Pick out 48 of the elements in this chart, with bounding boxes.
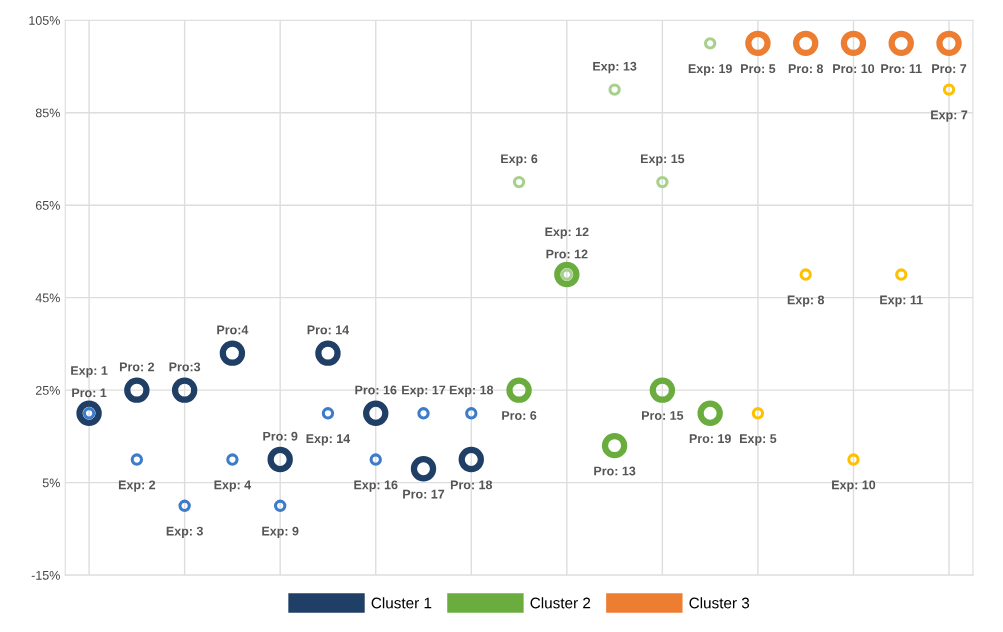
- y-tick-label: 25%: [35, 385, 60, 395]
- y-tick-label: 45%: [35, 293, 60, 303]
- annotation: Exp: 17: [402, 385, 446, 397]
- annotation: Exp: 14: [306, 434, 351, 446]
- y-tick-label: 85%: [35, 108, 60, 118]
- annotation: Exp: 7: [931, 110, 968, 122]
- annotation: Pro: 1: [72, 388, 107, 398]
- annotation: Pro: 9: [263, 431, 298, 441]
- annotation: Pro: 2: [119, 362, 155, 372]
- annotation: Pro: 15: [642, 411, 684, 420]
- annotation: Exp: 19: [688, 64, 732, 76]
- annotation: Exp: 18: [449, 385, 494, 397]
- annotation: Pro: 6: [502, 411, 537, 420]
- annotation: Pro: 13: [594, 466, 636, 476]
- annotation: Pro: 10: [833, 64, 875, 74]
- annotation: Exp: 6: [501, 154, 538, 166]
- annotation: Exp: 8: [787, 295, 825, 307]
- annotation: Exp: 10: [832, 480, 876, 492]
- annotation: Pro: 18: [450, 480, 493, 490]
- y-tick-label: -15%: [31, 570, 60, 580]
- y-tick-label: 5%: [42, 478, 60, 488]
- annotation: Pro: 17: [403, 489, 445, 499]
- annotation: Exp: 9: [262, 526, 299, 538]
- annotation: Exp: 2: [118, 480, 156, 492]
- annotation: Pro: 8: [788, 64, 824, 74]
- annotation: Exp: 16: [354, 480, 398, 492]
- annotation: Exp: 3: [166, 526, 203, 538]
- annotation: Pro:3: [169, 362, 201, 372]
- y-tick-label: 105%: [29, 16, 60, 25]
- annotation: Exp: 5: [740, 434, 777, 446]
- legend-label: Cluster 1: [371, 597, 432, 609]
- annotation: Pro: 11: [881, 64, 922, 74]
- annotation: Pro: 14: [307, 325, 350, 335]
- annotation: Pro:4: [217, 325, 249, 335]
- annotation: Exp: 4: [214, 480, 252, 492]
- annotation: Exp: 12: [545, 227, 589, 239]
- annotation: Exp: 15: [640, 154, 685, 166]
- y-tick-label: 65%: [35, 200, 60, 210]
- annotation: Pro: 12: [546, 249, 588, 259]
- annotation: Pro: 7: [932, 64, 967, 74]
- annotation: Exp: 11: [880, 295, 923, 307]
- annotation: Pro: 5: [741, 64, 776, 74]
- legend-label: Cluster 3: [689, 597, 750, 609]
- annotation: Exp: 13: [593, 61, 637, 74]
- annotation: Exp: 1: [71, 366, 108, 378]
- annotation: Pro: 19: [689, 434, 731, 444]
- legend-label: Cluster 2: [530, 597, 591, 609]
- annotation: Pro: 16: [355, 385, 397, 395]
